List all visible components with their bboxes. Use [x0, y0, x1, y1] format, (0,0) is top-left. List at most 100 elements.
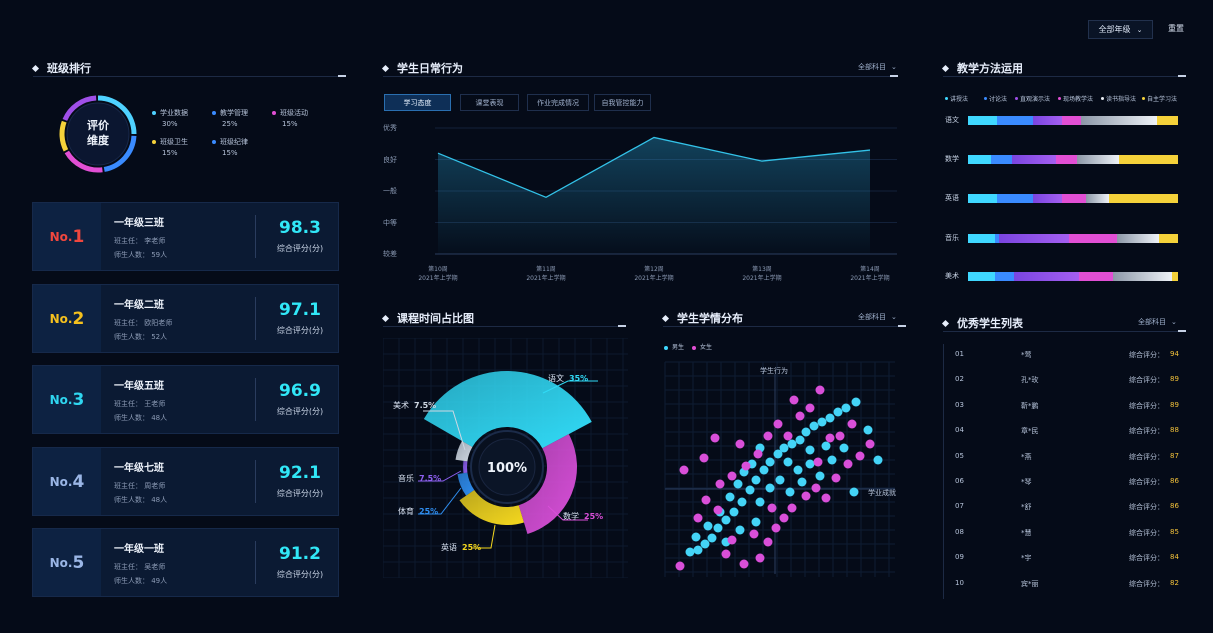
class-teacher: 班主任： 欧阳老师	[114, 319, 173, 327]
study-subject-dropdown[interactable]: 全部科目 ⌄	[858, 313, 897, 321]
pie-label-value: 25%	[462, 543, 482, 552]
scatter-point-boy	[729, 507, 739, 517]
tab-daily-2[interactable]: 作业完成情况	[527, 94, 589, 111]
score-label: 综合评分(分)	[276, 244, 324, 253]
student-name: *宇	[1021, 554, 1032, 563]
rank-card[interactable]: No. 2 一年级二班 班主任： 欧阳老师 师生人数： 52人 97.1 综合评分(分)	[32, 284, 339, 353]
chevron-down-icon: ⌄	[1136, 25, 1143, 34]
scatter-point-girl	[763, 537, 773, 547]
tab-daily-0[interactable]: 学习态度	[384, 94, 451, 111]
scatter-point-girl	[825, 433, 835, 443]
card-separator	[255, 378, 256, 421]
student-score-label: 综合评分：	[1129, 503, 1164, 512]
divider	[943, 330, 1186, 332]
diamond-icon	[381, 314, 390, 322]
method-bar-segment	[968, 194, 998, 203]
evaluation-legend-item: 班级卫生 15%	[152, 137, 188, 159]
daily-subject-dropdown[interactable]: 全部科目 ⌄	[858, 63, 897, 71]
student-rank: 03	[955, 400, 964, 409]
pie-slice	[463, 460, 468, 474]
legend-dot-icon	[945, 97, 948, 100]
scatter-point-girl	[771, 523, 781, 533]
student-score-label: 综合评分：	[1129, 427, 1164, 436]
scatter-point-girl	[779, 513, 789, 523]
evaluation-legend-item: 教学管理 25%	[212, 108, 248, 130]
scatter-point-girl	[865, 439, 875, 449]
rank-card[interactable]: No. 4 一年级七班 班主任： 周老师 师生人数： 48人 92.1 综合评分(分)	[32, 447, 339, 516]
scatter-point-girl	[787, 503, 797, 513]
rank-prefix: No.	[49, 392, 73, 407]
method-bar	[968, 155, 1178, 164]
score-label: 综合评分(分)	[276, 570, 324, 579]
scatter-point-girl	[715, 479, 725, 489]
scatter-point-boy	[751, 475, 761, 485]
rank-card[interactable]: No. 1 一年级三班 班主任： 李老师 师生人数： 59人 98.3 综合评分(分)	[32, 202, 339, 271]
scatter-point-boy	[755, 497, 765, 507]
pie-label-value: 25%	[584, 512, 604, 521]
diamond-icon	[941, 64, 950, 72]
pie-label-name: 音乐	[398, 474, 414, 483]
tab-daily-3[interactable]: 自我管控能力	[594, 94, 651, 111]
excellent-subject-dropdown[interactable]: 全部科目 ⌄	[1138, 318, 1177, 326]
divider	[33, 75, 346, 77]
student-name: *莺	[1021, 351, 1032, 359]
pie-label: 英语 25%	[441, 542, 481, 553]
reset-button[interactable]: 重置	[1168, 24, 1184, 33]
legend-label: 现场教学法	[1063, 96, 1094, 103]
student-score: 87	[1170, 451, 1179, 460]
score-label: 综合评分(分)	[276, 407, 324, 416]
scatter-point-girl	[721, 549, 731, 559]
legend-dot-icon	[152, 140, 156, 144]
scatter-point-boy	[795, 435, 805, 445]
scatter-point-boy	[817, 417, 827, 427]
rank-prefix: No.	[49, 555, 73, 570]
evaluation-legend-item: 学业数据 30%	[152, 108, 188, 130]
class-teacher: 班主任： 周老师	[114, 482, 166, 490]
student-score: 89	[1170, 375, 1179, 384]
rank-card[interactable]: No. 5 一年级一班 班主任： 吴老师 师生人数： 49人 91.2 综合评分(分)	[32, 528, 339, 597]
grade-select[interactable]: 全部年级 ⌄	[1088, 20, 1153, 39]
legend-label: 班级活动	[280, 109, 308, 117]
scatter-point-boy	[783, 457, 793, 467]
method-bar-segment	[1056, 155, 1078, 164]
legend-dot-icon	[1142, 97, 1145, 100]
legend-label: 班级纪律	[220, 138, 248, 146]
y-tick-label: 较差	[383, 250, 397, 258]
scatter-point-girl	[783, 431, 793, 441]
legend-label: 直观演示法	[1020, 96, 1051, 103]
rank-card[interactable]: No. 3 一年级五班 班主任： 王老师 师生人数： 48人 96.9 综合评分(分)	[32, 365, 339, 434]
pie-slice	[459, 489, 524, 525]
x-tick-term: 2021年上学期	[850, 275, 890, 282]
divider	[663, 325, 906, 327]
method-subject-label: 英语	[945, 194, 959, 202]
tab-daily-1[interactable]: 课堂表现	[460, 94, 519, 111]
scatter-point-girl	[773, 419, 783, 429]
x-tick-week: 第10周	[428, 266, 448, 273]
divider	[943, 75, 1186, 77]
line-area	[438, 137, 870, 254]
method-bar-segment	[1081, 116, 1157, 125]
class-count: 师生人数： 48人	[114, 414, 168, 422]
scatter-point-girl	[767, 503, 777, 513]
x-tick-label: 第14周 2021年上学期	[840, 265, 900, 283]
method-bar-segment	[1033, 194, 1063, 203]
pie-label: 美术 7.5%	[393, 400, 436, 411]
pie-label: 音乐 7.5%	[398, 473, 441, 484]
rank-number: 5	[72, 552, 85, 573]
method-bar	[968, 272, 1178, 281]
method-subject-label: 音乐	[945, 234, 959, 242]
student-score-label: 综合评分：	[1129, 579, 1164, 588]
scatter-point-boy	[735, 525, 745, 535]
method-bar-segment	[968, 116, 998, 125]
scatter-point-boy	[849, 487, 859, 497]
pie-label-name: 数学	[563, 512, 579, 521]
legend-label: 自主学习法	[1147, 96, 1178, 103]
scatter-point-girl	[679, 465, 689, 475]
student-name: *舒	[1021, 503, 1032, 512]
method-bar	[968, 234, 1178, 243]
evaluation-ring: 评价 维度	[59, 95, 137, 173]
evaluation-legend-item: 班级纪律 15%	[212, 137, 248, 159]
chevron-down-icon: ⌄	[891, 313, 897, 321]
method-bar-segment	[1156, 116, 1178, 125]
scatter-point-boy	[833, 407, 843, 417]
